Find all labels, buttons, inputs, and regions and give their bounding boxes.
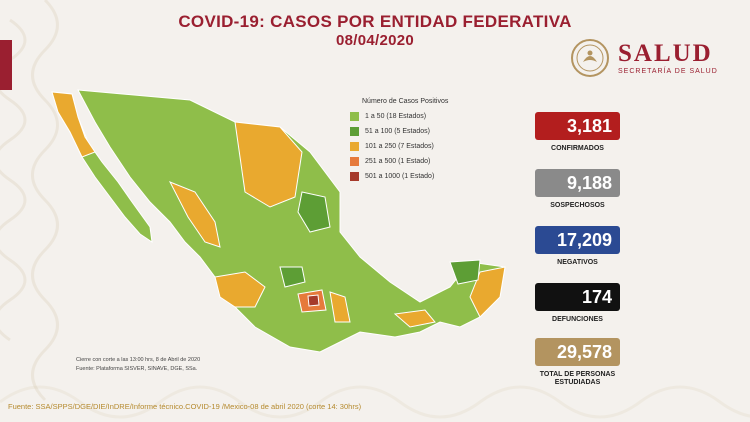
legend-item: 51 a 100 (5 Estados): [350, 125, 480, 137]
stat-label: NEGATIVOS: [557, 259, 598, 266]
map-mainland: [77, 89, 506, 353]
legend-label: 1 a 50 (18 Estados): [365, 112, 427, 120]
legend-swatch: [350, 156, 359, 166]
stat-value: 29,578: [535, 338, 620, 366]
map-tabasco: [393, 309, 436, 328]
map-cdmx: [307, 294, 320, 307]
legend-swatch: [350, 111, 359, 121]
stat-value: 174: [535, 283, 620, 311]
stat-sospechosos: 9,188 SOSPECHOSOS: [535, 169, 620, 210]
map-quintana-roo: [469, 266, 506, 318]
cutoff-note: Cierre con corte a las 13:00 hrs, 8 de A…: [76, 356, 200, 374]
stat-label: SOSPECHOSOS: [550, 202, 605, 209]
report-date: 08/04/2020: [335, 32, 415, 49]
legend-label: 101 a 250 (7 Estados): [365, 142, 434, 150]
stat-total: 29,578 TOTAL DE PERSONAS ESTUDIADAS: [535, 338, 620, 387]
legend-item: 1 a 50 (18 Estados): [350, 110, 480, 122]
legend-swatch: [350, 171, 359, 181]
legend-title: Número de Casos Positivos: [362, 98, 449, 105]
page-title: COVID-19: CASOS POR ENTIDAD FEDERATIVA 0…: [0, 12, 750, 50]
stat-label: CONFIRMADOS: [551, 145, 604, 152]
map-jalisco: [214, 271, 266, 308]
legend-swatch: [350, 141, 359, 151]
map-puebla: [329, 291, 351, 323]
map-sinaloa: [168, 181, 221, 248]
stat-value: 3,181: [535, 112, 620, 140]
decorative-pattern-left: [0, 0, 59, 402]
map-queretaro: [279, 266, 306, 288]
title-text: COVID-19: CASOS POR ENTIDAD FEDERATIVA: [178, 12, 572, 31]
map-baja-north: [51, 91, 96, 158]
map-coahuila: [297, 191, 331, 233]
stat-confirmados: 3,181 CONFIRMADOS: [535, 112, 620, 153]
stat-value: 9,188: [535, 169, 620, 197]
stat-label: DEFUNCIONES: [552, 316, 603, 323]
legend-item: 501 a 1000 (1 Estado): [350, 170, 480, 182]
salud-logo: SALUD SECRETARÍA DE SALUD: [570, 38, 745, 84]
mexico-map: [51, 89, 506, 353]
source-footer: Fuente: SSA/SPPS/DGE/DIE/InDRE/Informe t…: [8, 402, 362, 411]
stat-negativos: 17,209 NEGATIVOS: [535, 226, 620, 267]
stat-label: TOTAL DE PERSONAS ESTUDIADAS: [539, 371, 616, 386]
legend-label: 51 a 100 (5 Estados): [365, 127, 430, 135]
map-yucatan: [449, 259, 481, 285]
logo-subtitle: SECRETARÍA DE SALUD: [618, 68, 718, 75]
eagle-seal-icon: [571, 39, 609, 77]
decorative-pattern-bottom: [0, 385, 750, 419]
legend-item: 251 a 500 (1 Estado): [350, 155, 480, 167]
logo-name: SALUD: [618, 40, 713, 67]
cutoff-text: Cierre con corte a las 13:00 hrs, 8 de A…: [76, 357, 201, 363]
map-legend: Número de Casos Positivos 1 a 50 (18 Est…: [350, 98, 480, 185]
platform-source-text: Fuente: Plataforma SISVER, SINAVE, DGE, …: [76, 366, 198, 372]
legend-label: 251 a 500 (1 Estado): [365, 157, 431, 165]
legend-label: 501 a 1000 (1 Estado): [365, 172, 435, 180]
map-chihuahua: [234, 121, 303, 208]
legend-swatch: [350, 126, 359, 136]
stat-value: 17,209: [535, 226, 620, 254]
legend-item: 101 a 250 (7 Estados): [350, 140, 480, 152]
accent-bar: [0, 40, 12, 90]
stat-defunciones: 174 DEFUNCIONES: [535, 283, 620, 324]
